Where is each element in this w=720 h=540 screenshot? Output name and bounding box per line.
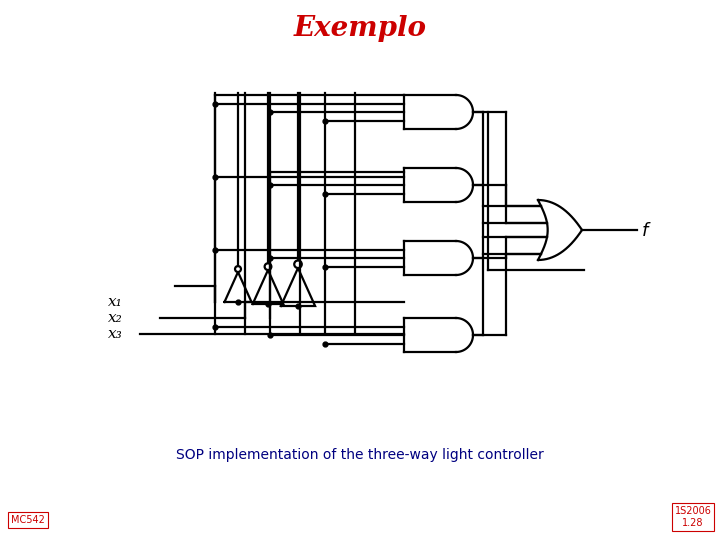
Text: 1S2006
1.28: 1S2006 1.28 <box>675 506 711 528</box>
Text: SOP implementation of the three-way light controller: SOP implementation of the three-way ligh… <box>176 448 544 462</box>
Text: x₃: x₃ <box>108 327 122 341</box>
Text: MC542: MC542 <box>11 515 45 525</box>
Text: x₁: x₁ <box>108 295 122 309</box>
Text: Exemplo: Exemplo <box>294 15 426 42</box>
Text: x₂: x₂ <box>108 311 122 325</box>
Text: f: f <box>642 222 649 240</box>
